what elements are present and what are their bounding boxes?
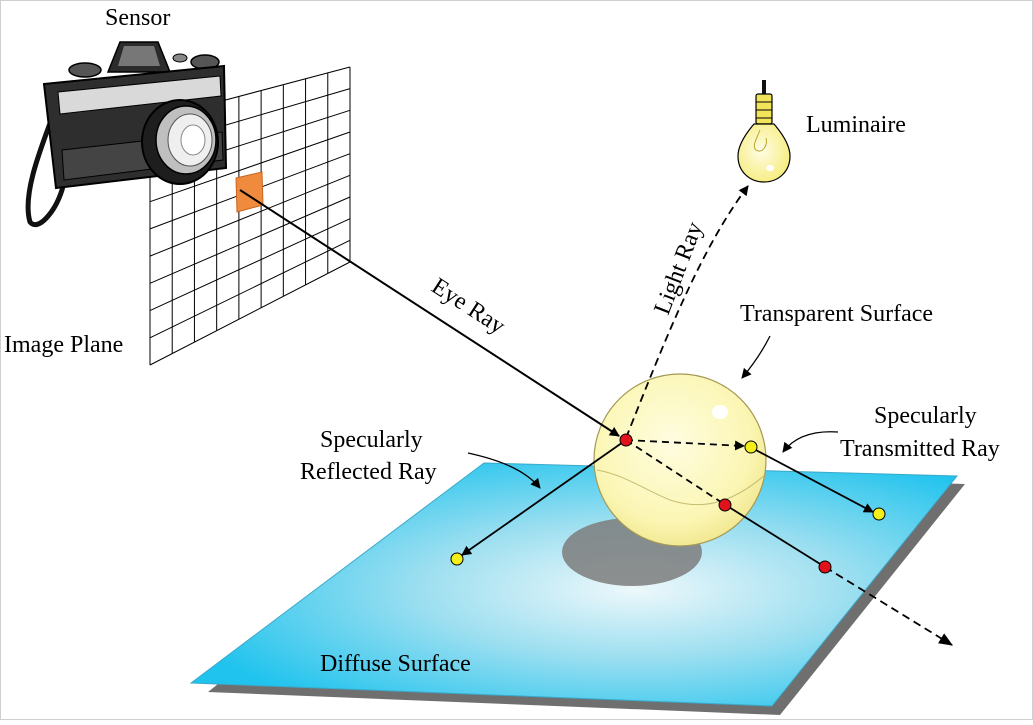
specularly-reflected-ray — [461, 439, 627, 556]
specularly-reflected-label-line2: Reflected Ray — [300, 459, 437, 485]
grid-horizontal-line — [149, 218, 351, 312]
rays — [239, 185, 953, 646]
grid-horizontal-line — [149, 131, 351, 203]
grid-horizontal-line — [149, 239, 351, 339]
refracted-ray-inner — [625, 439, 745, 451]
specularly-reflected-label-line1: Specularly — [320, 427, 423, 453]
grid-horizontal-line — [149, 261, 351, 366]
transmitted-end-point — [872, 507, 886, 521]
eye-ray-label: Eye Ray — [427, 273, 510, 339]
callout-arrows — [467, 335, 839, 489]
light-ray — [625, 185, 749, 439]
specularly-transmitted-ray — [751, 447, 874, 513]
plane-hit-point — [818, 560, 832, 574]
reflected-end-point — [450, 552, 464, 566]
luminaire-label: Luminaire — [806, 112, 906, 138]
eye-ray — [239, 189, 620, 437]
image-plane-pixel — [235, 171, 264, 213]
sensor-label: Sensor — [105, 5, 170, 31]
luminaire-bulb-icon — [737, 80, 791, 183]
transparent-sphere — [593, 373, 767, 547]
refraction-point — [744, 440, 758, 454]
through-ray-middle — [723, 503, 826, 568]
diffuse-surface-plane — [189, 462, 965, 715]
camera-icon — [25, 41, 228, 227]
reflected-ray-callout — [467, 452, 541, 489]
transparent-surface-label: Transparent Surface — [740, 301, 933, 327]
specularly-transmitted-label-line1: Specularly — [874, 403, 977, 429]
specularly-transmitted-label-line2: Transmitted Ray — [840, 436, 1000, 462]
sphere-exit-point — [718, 498, 732, 512]
eye-ray-hit-point — [619, 433, 633, 447]
image-plane-label: Image Plane — [4, 332, 123, 358]
hit-points — [450, 433, 886, 574]
transmitted-ray-callout — [782, 431, 839, 453]
grid-horizontal-line — [149, 174, 351, 257]
diffuse-surface-label: Diffuse Surface — [320, 651, 471, 677]
transparent-surface-callout — [741, 335, 771, 379]
through-ray-inner — [625, 439, 725, 505]
grid-horizontal-line — [149, 196, 351, 284]
through-ray-outer — [824, 566, 953, 646]
